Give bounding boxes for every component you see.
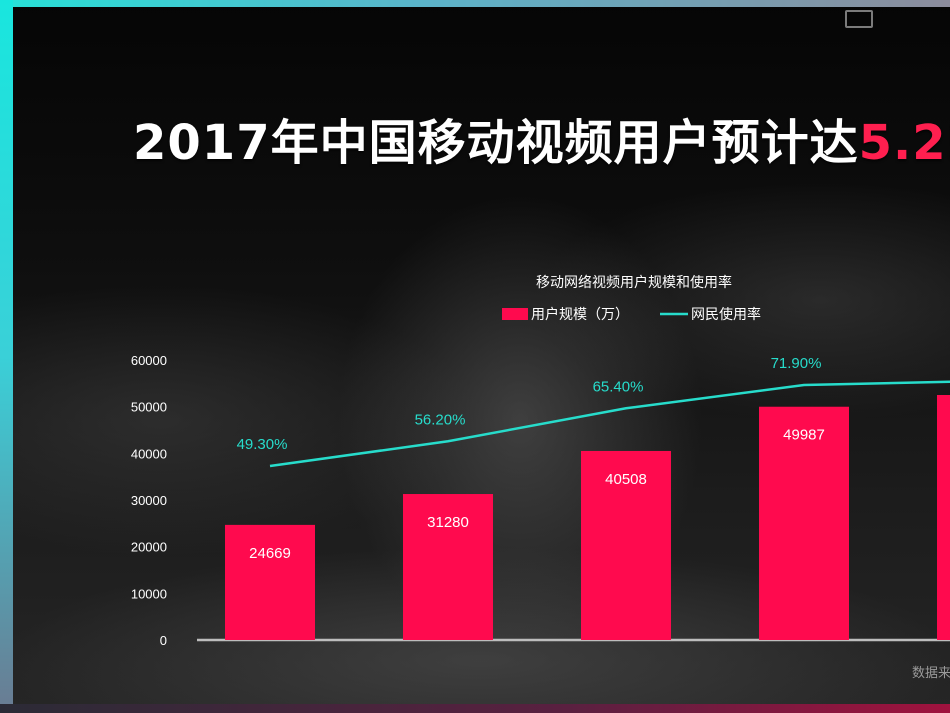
bar-value-label: 31280 — [427, 514, 469, 531]
headline-main: 2017年中国移动视频用户预计达 — [133, 115, 859, 171]
bar — [403, 494, 493, 640]
headline: 2017年中国移动视频用户预计达5.25 — [133, 103, 950, 173]
bar-value-label: 24669 — [249, 545, 291, 562]
bar-value-label: 40508 — [605, 471, 647, 488]
usage-rate-label: 65.40% — [593, 378, 644, 395]
usage-rate-label: 56.20% — [415, 411, 466, 428]
line-series: 49.30% 56.20% 65.40% 71.90% — [237, 355, 950, 468]
bar-value-label: 49987 — [783, 427, 825, 444]
frame-top-edge — [0, 0, 950, 7]
usage-rate-line — [269, 380, 950, 468]
usage-rate-label: 71.90% — [771, 355, 822, 372]
headline-accent-value: 5.25 — [858, 115, 950, 171]
legend-bar-swatch — [502, 308, 528, 320]
legend-line-label: 网民使用率 — [691, 306, 761, 322]
y-tick-label: 50000 — [131, 400, 167, 415]
y-axis: 0 10000 20000 30000 40000 50000 60000 — [131, 353, 167, 648]
bar-series: 24669 31280 40508 49987 — [225, 395, 950, 640]
bar — [581, 450, 671, 640]
bar — [937, 395, 950, 640]
y-tick-label: 60000 — [131, 353, 167, 368]
source-label: 数据来 — [912, 665, 950, 680]
y-tick-label: 40000 — [131, 446, 167, 461]
y-tick-label: 20000 — [131, 540, 167, 555]
usage-rate-label: 49.30% — [237, 436, 288, 453]
frame-bottom-edge — [0, 704, 950, 713]
y-tick-label: 30000 — [131, 493, 167, 508]
y-tick-label: 10000 — [131, 586, 167, 601]
y-tick-label: 0 — [160, 633, 167, 648]
camera-icon — [845, 10, 873, 28]
bar — [759, 406, 849, 640]
legend-bar-label: 用户规模（万） — [531, 306, 629, 322]
frame-left-edge — [0, 0, 13, 713]
chart-title: 移动网络视频用户规模和使用率 — [536, 274, 732, 290]
legend: 用户规模（万） 网民使用率 — [502, 306, 761, 322]
bar — [225, 524, 315, 640]
